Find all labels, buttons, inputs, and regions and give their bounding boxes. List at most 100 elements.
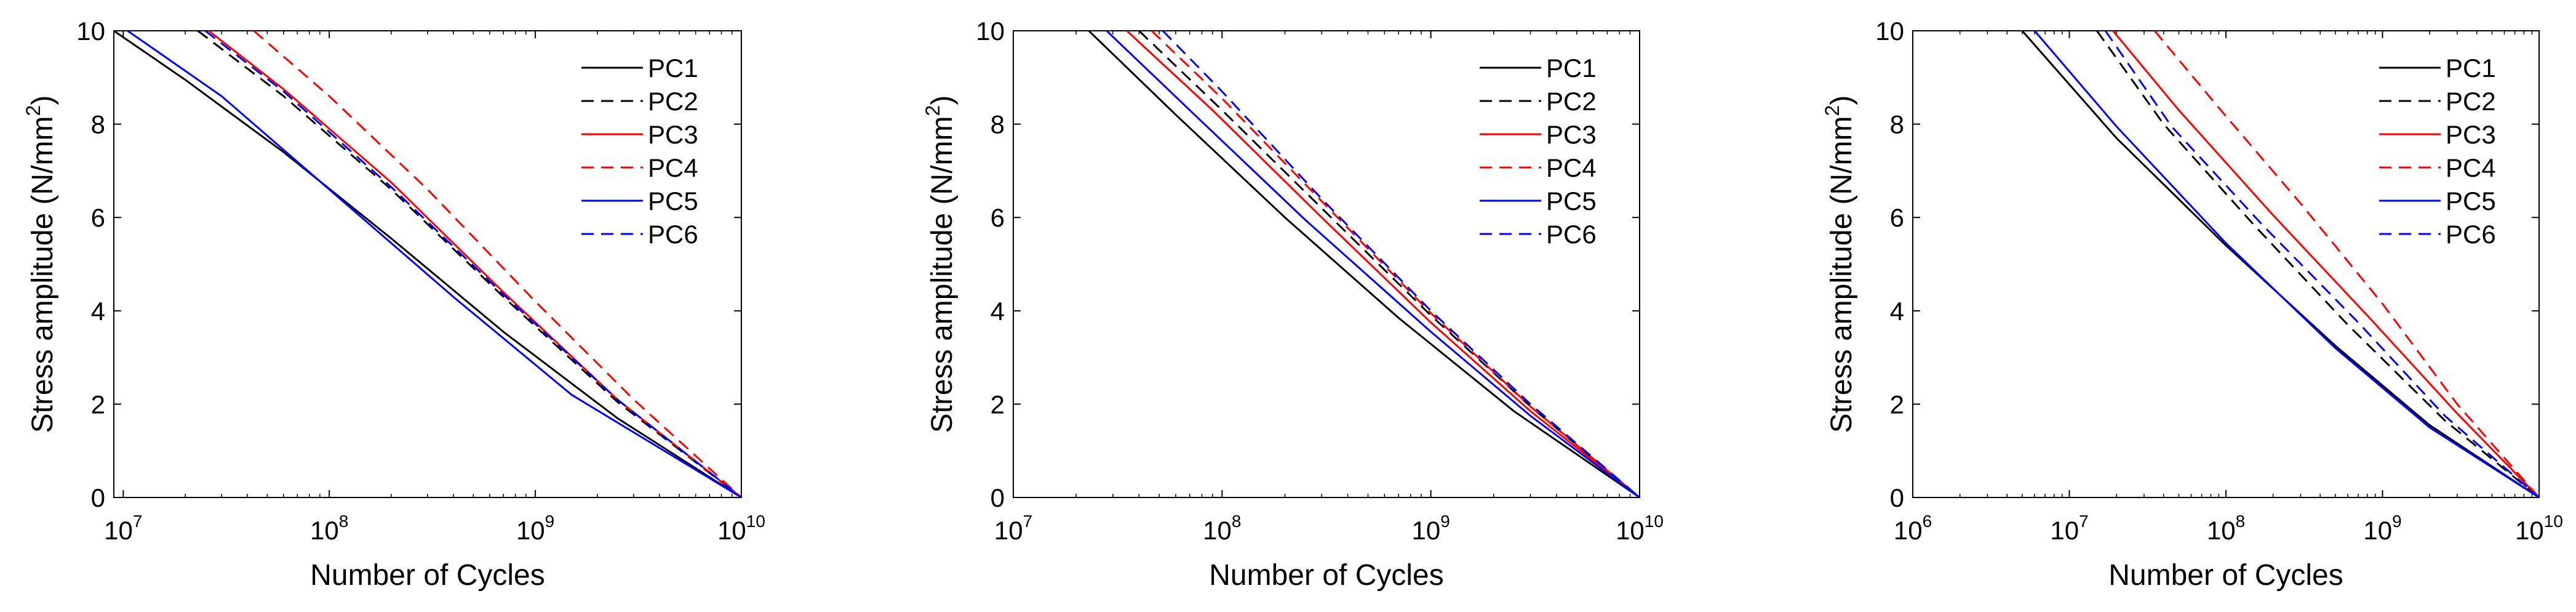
legend-label: PC2 <box>2446 87 2496 116</box>
x-tick-base: 10 <box>2207 516 2236 545</box>
x-tick-exponent: 9 <box>1440 512 1450 531</box>
legend: PC1 PC2 PC3 PC4 PC5 PC6 <box>1480 54 1597 249</box>
y-axis-label-close: ) <box>26 95 59 105</box>
x-tick-exponent: 8 <box>2236 512 2246 531</box>
x-tick-base: 10 <box>516 516 545 545</box>
x-tick-exponent: 8 <box>1232 512 1242 531</box>
plot-area <box>1088 31 1640 497</box>
x-tick-exponent: 7 <box>2079 512 2089 531</box>
y-tick-label: 0 <box>91 483 105 512</box>
y-axis-label-text: Stress amplitude (N/mm <box>926 116 959 433</box>
x-tick-exponent: 10 <box>2544 512 2563 531</box>
y-tick-label: 8 <box>1890 110 1904 139</box>
legend-label: PC4 <box>1546 153 1597 182</box>
y-tick-label: 8 <box>991 110 1005 139</box>
y-axis-label-text: Stress amplitude (N/mm <box>26 116 59 433</box>
legend-label: PC3 <box>648 120 698 149</box>
x-tick-base: 10 <box>310 516 339 545</box>
y-tick-label: 6 <box>1890 203 1904 232</box>
x-tick-label: 108 <box>1203 512 1241 545</box>
plot-area <box>114 31 741 497</box>
x-tick-base: 10 <box>717 516 746 545</box>
legend-label: PC6 <box>1546 220 1597 249</box>
x-tick-label: 109 <box>1412 512 1450 545</box>
legend-label: PC1 <box>648 54 698 83</box>
y-tick-label: 0 <box>991 483 1005 512</box>
y-tick-label: 0 <box>1890 483 1904 512</box>
x-tick-base: 10 <box>1894 516 1923 545</box>
legend-label: PC5 <box>2446 187 2496 215</box>
y-tick-label: 10 <box>976 17 1005 46</box>
x-tick-label: 109 <box>516 512 554 545</box>
series-line-pc3 <box>2112 31 2539 497</box>
x-tick-base: 10 <box>2050 516 2079 545</box>
legend-label: PC5 <box>1546 187 1597 215</box>
legend-label: PC1 <box>1546 54 1597 83</box>
x-tick-exponent: 7 <box>133 512 143 531</box>
x-tick-exponent: 10 <box>1645 512 1664 531</box>
y-axis-label-superscript: 2 <box>22 105 44 116</box>
x-tick-exponent: 8 <box>339 512 349 531</box>
series-line-pc2 <box>197 31 741 497</box>
y-tick-label: 2 <box>91 390 105 419</box>
plot-area <box>2021 31 2539 497</box>
y-axis-label-superscript: 2 <box>922 105 944 116</box>
x-axis-label: Number of Cycles <box>1209 559 1443 592</box>
x-axis-label: Number of Cycles <box>2108 559 2343 592</box>
y-tick-label: 10 <box>76 17 105 46</box>
x-tick-label: 107 <box>2050 512 2088 545</box>
legend-label: PC5 <box>648 187 698 215</box>
legend-label: PC6 <box>2446 220 2496 249</box>
x-axis-label: Number of Cycles <box>310 559 544 592</box>
x-tick-label: 107 <box>994 512 1032 545</box>
legend-label: PC6 <box>648 220 698 249</box>
legend-label: PC2 <box>1546 87 1597 116</box>
x-tick-base: 10 <box>1412 516 1441 545</box>
series-line-pc4 <box>253 31 741 497</box>
x-tick-label: 109 <box>2363 512 2401 545</box>
y-tick-label: 2 <box>991 390 1005 419</box>
legend-label: PC3 <box>1546 120 1597 149</box>
x-tick-base: 10 <box>104 516 133 545</box>
x-tick-exponent: 6 <box>1923 512 1932 531</box>
series-line-pc5 <box>127 31 741 497</box>
x-tick-base: 10 <box>1616 516 1645 545</box>
series-line-pc5 <box>1106 31 1640 497</box>
legend: PC1 PC2 PC3 PC4 PC5 PC6 <box>581 54 698 249</box>
y-tick-label: 2 <box>1890 390 1904 419</box>
x-tick-base: 10 <box>2363 516 2392 545</box>
axes-box <box>1013 30 1640 498</box>
legend-label: PC4 <box>648 153 698 182</box>
y-tick-label: 6 <box>91 203 105 232</box>
x-tick-base: 10 <box>994 516 1023 545</box>
x-tick-label: 108 <box>310 512 348 545</box>
series-line-pc6 <box>1162 31 1640 497</box>
y-axis-label-close: ) <box>1825 95 1858 105</box>
y-axis-label-superscript: 2 <box>1821 105 1843 116</box>
x-tick-label: 108 <box>2207 512 2245 545</box>
x-tick-exponent: 9 <box>2392 512 2402 531</box>
y-tick-label: 6 <box>991 203 1005 232</box>
series-line-pc1 <box>114 31 741 497</box>
axes-box <box>113 30 742 498</box>
y-axis-label: Stress amplitude (N/mm2) <box>1821 95 1858 433</box>
y-tick-label: 4 <box>91 297 105 326</box>
series-line-pc4 <box>1150 31 1640 497</box>
x-tick-label: 1010 <box>717 512 765 545</box>
series-line-pc5 <box>2033 31 2539 497</box>
series-line-pc2 <box>2096 31 2539 497</box>
x-tick-base: 10 <box>2515 516 2544 545</box>
x-tick-base: 10 <box>1203 516 1232 545</box>
series-line-pc4 <box>2153 31 2539 497</box>
series-line-pc6 <box>204 31 741 497</box>
y-tick-label: 8 <box>91 110 105 139</box>
y-tick-label: 4 <box>1890 297 1904 326</box>
y-axis-label: Stress amplitude (N/mm2) <box>22 95 59 433</box>
y-axis-label-text: Stress amplitude (N/mm <box>1825 116 1858 433</box>
x-tick-label: 1010 <box>2515 512 2563 545</box>
legend-label: PC4 <box>2446 153 2496 182</box>
